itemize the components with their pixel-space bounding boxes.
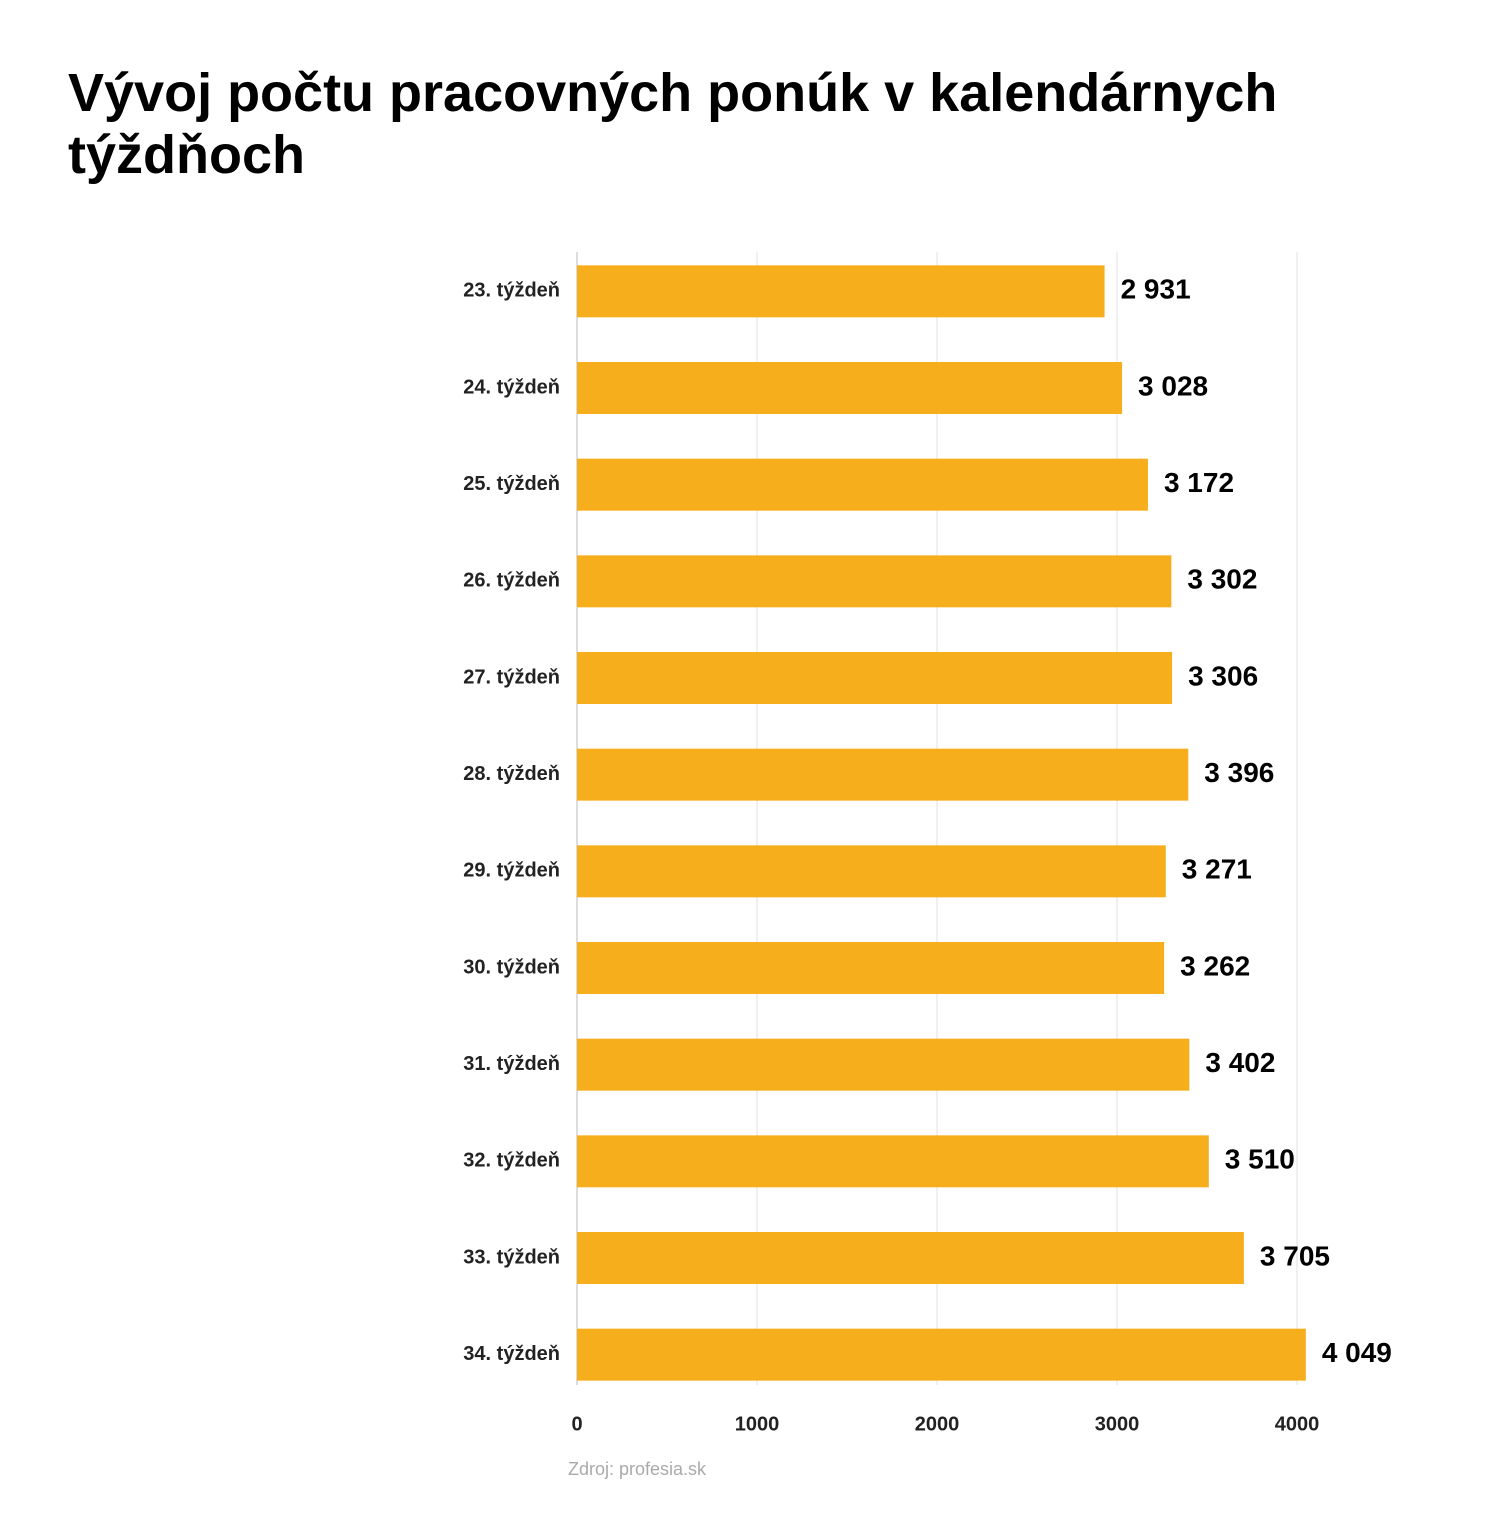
- source: Zdroj: profesia.sk: [568, 1459, 707, 1479]
- y-tick-label: 27. týždeň: [463, 666, 560, 688]
- value-label: 2 931: [1121, 274, 1191, 305]
- bar: [577, 748, 1189, 801]
- y-tick-label: 33. týždeň: [463, 1246, 560, 1268]
- y-tick-label: 28. týždeň: [463, 763, 560, 785]
- bar: [577, 458, 1148, 511]
- bar: [577, 1135, 1209, 1188]
- value-label: 3 271: [1182, 854, 1252, 885]
- value-label: 3 705: [1260, 1240, 1330, 1271]
- value-label: 3 306: [1188, 660, 1258, 691]
- value-label: 3 172: [1164, 467, 1234, 498]
- x-tick-label: 3000: [1095, 1413, 1140, 1435]
- value-label: 3 302: [1187, 564, 1257, 595]
- x-tick-label: 4000: [1275, 1413, 1320, 1435]
- bar: [577, 362, 1123, 414]
- bar: [577, 1038, 1190, 1091]
- bar: [577, 1328, 1306, 1381]
- y-tick-label: 32. týždeň: [463, 1150, 560, 1172]
- bar: [577, 942, 1165, 994]
- y-tick-label: 30. týždeň: [463, 956, 560, 978]
- y-tick-label: 31. týždeň: [463, 1053, 560, 1075]
- bar: [577, 1232, 1244, 1284]
- y-tick-label: 24. týždeň: [463, 376, 560, 398]
- value-label: 4 049: [1322, 1337, 1392, 1368]
- bar: [577, 555, 1172, 608]
- x-tick-label: 1000: [735, 1413, 780, 1435]
- y-tick-label: 26. týždeň: [463, 570, 560, 592]
- value-label: 3 262: [1180, 950, 1250, 981]
- x-tick-label: 2000: [915, 1413, 960, 1435]
- bar: [577, 265, 1105, 318]
- x-tick-label: 0: [571, 1413, 582, 1435]
- y-tick-label: 25. týždeň: [463, 473, 560, 495]
- y-tick-label: 29. týždeň: [463, 860, 560, 882]
- chart-title: Vývoj počtu pracovných ponúk v kalendárn…: [68, 63, 1278, 185]
- value-label: 3 396: [1204, 757, 1274, 788]
- bar: [577, 845, 1166, 898]
- y-tick-label: 23. týždeň: [463, 280, 560, 302]
- bar: [577, 652, 1173, 704]
- value-label: 3 028: [1138, 370, 1208, 401]
- value-label: 3 402: [1205, 1047, 1275, 1078]
- value-label: 3 510: [1225, 1144, 1295, 1175]
- y-tick-label: 34. týždeň: [463, 1343, 560, 1365]
